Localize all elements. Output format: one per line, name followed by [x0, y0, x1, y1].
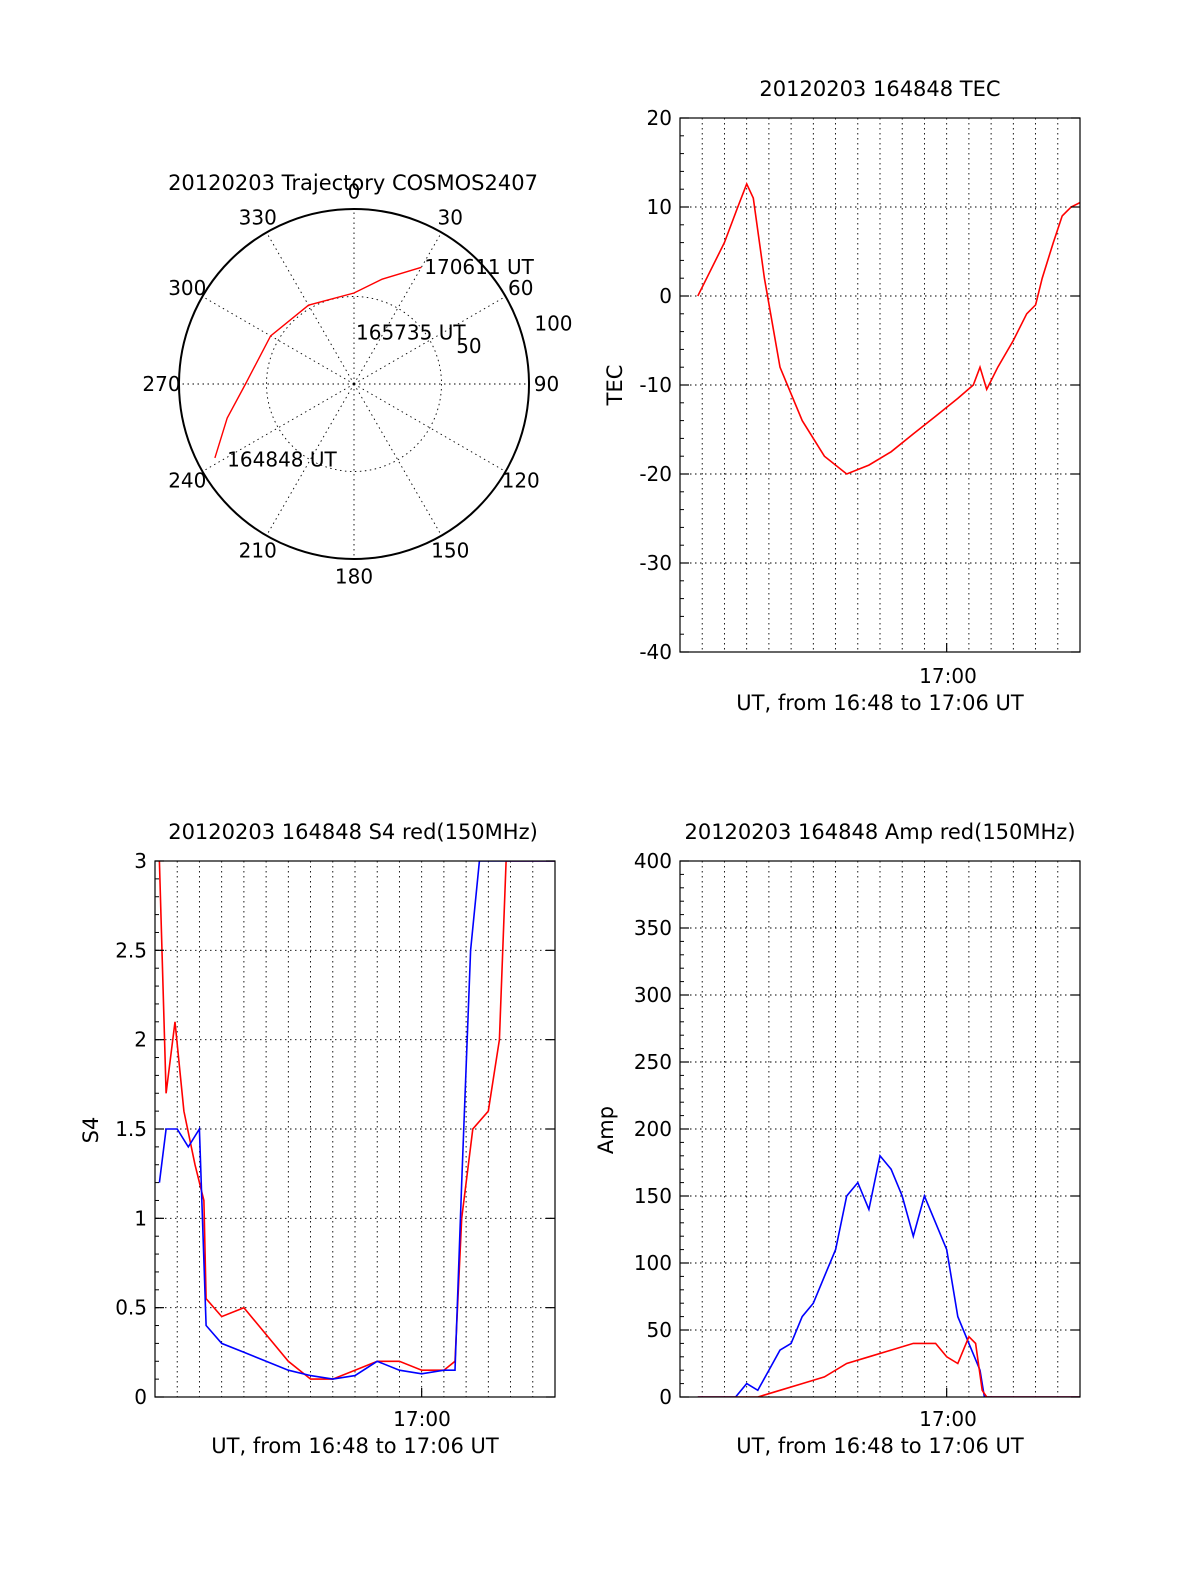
s4-yticks: 3 2.5 2 1.5 1 0.5 0	[115, 849, 555, 1409]
y-tick-label: 0	[659, 284, 672, 308]
trajectory-title: 20120203 Trajectory COSMOS2407	[168, 171, 538, 195]
polar-outer-ring	[178, 208, 530, 560]
polar-spoke	[353, 232, 442, 385]
trajectory-annotations: 170611 UT 165735 UT 164848 UT	[227, 255, 534, 472]
tec-xtick-label: 17:00	[919, 664, 977, 688]
amp-series	[697, 1154, 1080, 1397]
amp-series-1-line	[697, 1335, 1080, 1397]
y-tick-label: -20	[639, 462, 672, 486]
y-tick-label: 0	[134, 1385, 147, 1409]
y-tick-label: 10	[647, 195, 672, 219]
trajectory-series	[214, 266, 422, 459]
s4-grid	[155, 861, 555, 1397]
polar-spoke	[266, 383, 355, 536]
trajectory-polar-plot: 20120203 Trajectory COSMOS2407 0 30 60 90 12…	[142, 171, 572, 589]
trajectory-annotation: 164848 UT	[227, 447, 337, 471]
radial-label: 50	[456, 334, 481, 358]
tec-ylabel: TEC	[603, 365, 627, 407]
polar-spoke	[353, 383, 506, 472]
azimuth-label: 210	[239, 539, 277, 563]
polar-spoke	[266, 232, 355, 385]
azimuth-label: 330	[239, 205, 277, 229]
s4-series-1-line	[158, 861, 555, 1380]
s4-series-0-line	[158, 861, 555, 1380]
amp-xtick-label: 17:00	[919, 1407, 977, 1431]
azimuth-label: 270	[142, 372, 180, 396]
y-tick-label: 50	[647, 1318, 672, 1342]
s4-panel: 20120203 164848 S4 red(150MHz) 3 2.5 2 1.5 1…	[79, 820, 556, 1458]
y-tick-label: 0	[659, 1385, 672, 1409]
s4-series	[158, 861, 555, 1380]
azimuth-label: 90	[534, 372, 559, 396]
polar-grid	[179, 209, 529, 559]
y-tick-label: 3	[134, 849, 147, 873]
trajectory-annotation: 170611 UT	[424, 255, 534, 279]
y-tick-label: 0.5	[115, 1296, 147, 1320]
amp-yticks: 400 350 300 250 200 150 100 50 0	[634, 849, 1080, 1409]
s4-xtick-label: 17:00	[393, 1407, 451, 1431]
y-tick-label: 350	[634, 916, 672, 940]
azimuth-label: 180	[335, 565, 373, 589]
tec-grid	[680, 118, 1080, 652]
amp-series-0-line	[697, 1154, 1080, 1397]
azimuth-label: 240	[168, 468, 206, 492]
s4-xlabel: UT, from 16:48 to 17:06 UT	[211, 1434, 499, 1458]
azimuth-labels: 0 30 60 90 120 150 180 210 240 270 300 330	[142, 180, 559, 589]
amp-xlabel: UT, from 16:48 to 17:06 UT	[736, 1434, 1024, 1458]
trajectory-line	[214, 266, 422, 459]
tec-series-0-line	[697, 181, 1080, 475]
y-tick-label: 250	[634, 1050, 672, 1074]
amp-panel: 20120203 164848 Amp red(150MHz) 400 350 30…	[594, 820, 1081, 1458]
polar-spoke	[202, 296, 355, 385]
amp-ylabel: Amp	[594, 1106, 618, 1154]
azimuth-label: 30	[438, 205, 463, 229]
azimuth-label: 120	[502, 468, 540, 492]
polar-spoke	[202, 383, 355, 472]
polar-grid-circle-50	[266, 296, 442, 472]
y-tick-label: 400	[634, 849, 672, 873]
tec-yticks: 20 10 0 -10 -20 -30 -40	[639, 106, 1080, 664]
azimuth-label: 0	[348, 180, 361, 204]
y-tick-label: 2.5	[115, 938, 147, 962]
y-tick-label: -30	[639, 551, 672, 575]
azimuth-label: 60	[508, 276, 533, 300]
amp-grid	[680, 861, 1080, 1397]
trajectory-annotation: 165735 UT	[356, 321, 466, 345]
s4-ylabel: S4	[79, 1117, 103, 1144]
y-tick-label: -10	[639, 373, 672, 397]
y-tick-label: 300	[634, 983, 672, 1007]
radial-label: 100	[534, 312, 572, 336]
y-tick-label: 150	[634, 1184, 672, 1208]
y-tick-label: 2	[134, 1028, 147, 1052]
y-tick-label: 1	[134, 1206, 147, 1230]
polar-spoke	[353, 383, 442, 536]
y-tick-label: -40	[639, 640, 672, 664]
tec-series	[697, 181, 1080, 475]
tec-title: 20120203 164848 TEC	[759, 77, 1000, 101]
s4-title: 20120203 164848 S4 red(150MHz)	[168, 820, 538, 844]
amp-title: 20120203 164848 Amp red(150MHz)	[684, 820, 1075, 844]
azimuth-label: 150	[431, 539, 469, 563]
y-tick-label: 20	[647, 106, 672, 130]
tec-xlabel: UT, from 16:48 to 17:06 UT	[736, 691, 1024, 715]
y-tick-label: 1.5	[115, 1117, 147, 1141]
polar-spoke	[353, 296, 506, 385]
tec-panel: 20120203 164848 TEC 20 10 0 -10 -20 -30 -40 17…	[603, 77, 1081, 715]
azimuth-label: 300	[168, 276, 206, 300]
y-tick-label: 100	[634, 1251, 672, 1275]
radial-labels: 50 100	[456, 312, 572, 359]
y-tick-label: 200	[634, 1117, 672, 1141]
